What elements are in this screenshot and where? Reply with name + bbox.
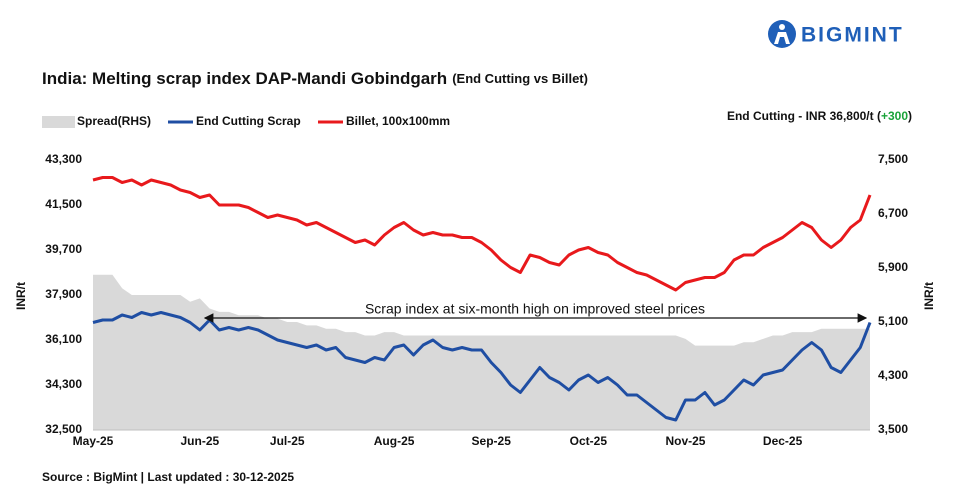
x-tick-label: Sep-25 [472,434,512,448]
legend-label: Spread(RHS) [77,114,151,128]
y2-tick-label: 5,900 [878,260,908,274]
y2-tick-label: 3,500 [878,422,908,436]
y2-tick-label: 5,100 [878,314,908,328]
y-tick-label: 34,300 [45,377,82,391]
legend-label: End Cutting Scrap [196,114,301,128]
x-tick-label: Dec-25 [763,434,803,448]
x-tick-label: Jun-25 [180,434,219,448]
note-change: +300 [881,109,908,123]
note: End Cutting - INR 36,800/t (+300) [727,109,912,123]
x-tick-label: Oct-25 [570,434,608,448]
y-tick-label: 43,300 [45,152,82,166]
y-tick-label: 37,900 [45,287,82,301]
x-tick-label: Jul-25 [270,434,305,448]
y2-tick-label: 6,700 [878,206,908,220]
legend-label: Billet, 100x100mm [346,114,450,128]
logo: BIGMINT [768,20,904,48]
x-tick-label: Aug-25 [374,434,415,448]
brand: BIGMINT [801,24,904,47]
x-tick-label: Nov-25 [665,434,705,448]
note-text: End Cutting - INR 36,800/t ( [727,109,881,123]
y-tick-label: 32,500 [45,422,82,436]
y-tick-label: 41,500 [45,197,82,211]
x-tick-label: May-25 [73,434,114,448]
subtitle: (End Cutting vs Billet) [452,71,588,86]
note-close: ) [908,109,912,123]
annotation: Scrap index at six-month high on improve… [365,301,705,317]
legend-swatch [42,116,75,128]
title: India: Melting scrap index DAP-Mandi Gob… [42,69,447,88]
logo-icon-head [779,24,785,30]
source: Source : BigMint | Last updated : 30-12-… [42,470,294,484]
y-axis-title: INR/t [14,282,28,310]
logo-icon-body [774,32,790,44]
y-tick-label: 39,700 [45,242,82,256]
line-series [92,176,872,292]
chart-title: India: Melting scrap index DAP-Mandi Gob… [42,69,588,88]
line-series [92,311,872,422]
y2-tick-label: 4,300 [878,368,908,382]
y2-tick-label: 7,500 [878,152,908,166]
y-tick-label: 36,100 [45,332,82,346]
plot-area: 32,500 34,300 36,100 37,900 39,700 41,500 43,3… [42,114,908,448]
y2-axis-title: INR/t [922,282,936,310]
